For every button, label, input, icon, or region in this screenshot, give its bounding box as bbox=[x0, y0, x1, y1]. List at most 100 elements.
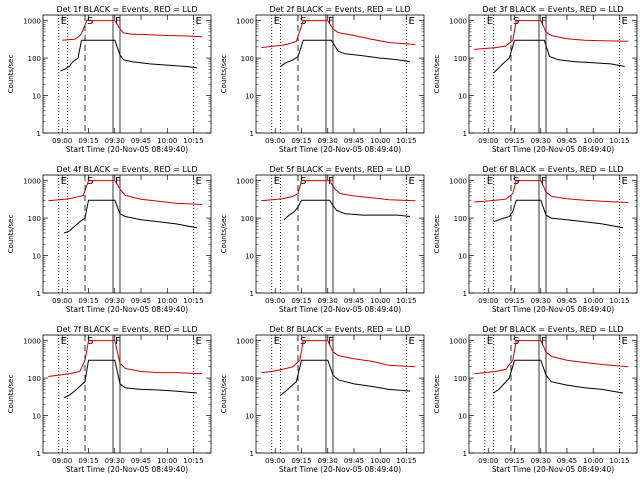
chart-panel-1: Det 1f BLACK = Events, RED = LLD 1 10 100 10… bbox=[7, 5, 212, 154]
chart-title: Det 9f BLACK = Events, RED = LLD bbox=[482, 325, 623, 334]
y-tick-label: 100 bbox=[28, 215, 41, 223]
x-tick-label: 10:00 bbox=[583, 137, 603, 145]
x-tick-label: 09:45 bbox=[131, 457, 151, 465]
x-tick-label: 09:30 bbox=[318, 457, 338, 465]
y-axis-label: Counts/sec bbox=[7, 215, 15, 254]
x-axis-label: Start Time (20-Nov-05 08:49:40) bbox=[492, 305, 614, 314]
chart-panel-3: Det 3f BLACK = Events, RED = LLD 1 10 100 10… bbox=[433, 5, 638, 154]
lld-series-line bbox=[474, 180, 629, 203]
y-tick-label: 1000 bbox=[449, 18, 467, 26]
events-series-line bbox=[280, 359, 411, 396]
marker-label: F bbox=[541, 16, 547, 27]
chart-title: Det 4f BLACK = Events, RED = LLD bbox=[56, 165, 197, 174]
x-axis-label: Start Time (20-Nov-05 08:49:40) bbox=[279, 145, 401, 154]
x-tick-label: 09:15 bbox=[78, 457, 98, 465]
y-tick-label: 1 bbox=[250, 290, 254, 298]
x-axis-label: Start Time (20-Nov-05 08:49:40) bbox=[492, 465, 614, 474]
marker-label: E bbox=[61, 336, 67, 347]
marker-label: E bbox=[274, 176, 280, 187]
marker-label: S bbox=[87, 16, 93, 27]
x-tick-label: 09:45 bbox=[557, 457, 577, 465]
chart-panel-5: Det 5f BLACK = Events, RED = LLD 1 10 100 10… bbox=[220, 165, 425, 314]
x-tick-label: 09:00 bbox=[52, 457, 72, 465]
x-tick-label: 10:15 bbox=[396, 137, 416, 145]
x-tick-label: 09:30 bbox=[105, 137, 125, 145]
lld-series-line bbox=[261, 20, 416, 49]
y-tick-label: 100 bbox=[241, 55, 254, 63]
x-tick-label: 10:00 bbox=[157, 457, 177, 465]
x-tick-label: 09:30 bbox=[531, 137, 551, 145]
x-tick-label: 10:00 bbox=[157, 137, 177, 145]
x-tick-label: 10:15 bbox=[183, 137, 203, 145]
x-tick-label: 10:15 bbox=[396, 297, 416, 305]
y-tick-label: 100 bbox=[241, 215, 254, 223]
events-series-line bbox=[60, 39, 198, 72]
x-tick-label: 09:00 bbox=[52, 297, 72, 305]
chart-title: Det 8f BLACK = Events, RED = LLD bbox=[269, 325, 410, 334]
x-axis-label: Start Time (20-Nov-05 08:49:40) bbox=[279, 465, 401, 474]
y-tick-label: 1000 bbox=[449, 178, 467, 186]
x-tick-label: 09:00 bbox=[265, 297, 285, 305]
y-tick-label: 1000 bbox=[236, 338, 254, 346]
marker-label: S bbox=[87, 336, 93, 347]
marker-label: E bbox=[274, 16, 280, 27]
y-tick-label: 100 bbox=[454, 55, 467, 63]
plot-frame bbox=[42, 14, 212, 134]
marker-label: F bbox=[115, 176, 121, 187]
x-tick-label: 09:00 bbox=[478, 297, 498, 305]
x-tick-label: 09:45 bbox=[557, 297, 577, 305]
y-tick-label: 100 bbox=[241, 375, 254, 383]
lld-series-line bbox=[474, 20, 629, 50]
events-series-line bbox=[493, 39, 625, 74]
x-tick-label: 09:15 bbox=[291, 457, 311, 465]
y-tick-label: 1000 bbox=[236, 18, 254, 26]
lld-series-line bbox=[48, 180, 203, 205]
y-tick-label: 100 bbox=[454, 375, 467, 383]
y-tick-label: 1 bbox=[463, 290, 467, 298]
events-series-line bbox=[63, 359, 198, 399]
y-tick-label: 100 bbox=[28, 55, 41, 63]
x-tick-label: 09:00 bbox=[265, 137, 285, 145]
x-tick-label: 09:00 bbox=[478, 137, 498, 145]
y-tick-label: 1 bbox=[250, 450, 254, 458]
x-tick-label: 09:30 bbox=[318, 137, 338, 145]
x-tick-label: 09:30 bbox=[318, 297, 338, 305]
y-tick-label: 1000 bbox=[23, 338, 41, 346]
plot-frame bbox=[255, 334, 425, 454]
marker-label: E bbox=[622, 16, 628, 27]
x-tick-label: 10:15 bbox=[183, 457, 203, 465]
y-tick-label: 100 bbox=[28, 375, 41, 383]
plot-frame bbox=[255, 14, 425, 134]
plot-frame bbox=[42, 334, 212, 454]
chart-title: Det 1f BLACK = Events, RED = LLD bbox=[56, 5, 197, 14]
x-tick-label: 10:00 bbox=[370, 457, 390, 465]
marker-label: F bbox=[328, 16, 334, 27]
x-tick-label: 10:15 bbox=[609, 457, 629, 465]
x-tick-label: 09:15 bbox=[78, 297, 98, 305]
y-tick-label: 100 bbox=[454, 215, 467, 223]
chart-panel-8: Det 8f BLACK = Events, RED = LLD 1 10 100 10… bbox=[220, 325, 425, 474]
x-tick-label: 09:45 bbox=[131, 297, 151, 305]
x-tick-label: 09:00 bbox=[265, 457, 285, 465]
marker-label: E bbox=[196, 16, 202, 27]
events-series-line bbox=[63, 199, 198, 234]
events-series-line bbox=[280, 39, 411, 67]
marker-label: E bbox=[622, 176, 628, 187]
x-tick-label: 09:45 bbox=[344, 297, 364, 305]
x-axis-label: Start Time (20-Nov-05 08:49:40) bbox=[66, 145, 188, 154]
chart-panel-9: Det 9f BLACK = Events, RED = LLD 1 10 100 10… bbox=[433, 325, 638, 474]
lld-series-line bbox=[48, 340, 203, 377]
x-tick-label: 09:45 bbox=[557, 137, 577, 145]
x-axis-label: Start Time (20-Nov-05 08:49:40) bbox=[66, 465, 188, 474]
lld-series-line bbox=[261, 340, 416, 374]
x-tick-label: 09:15 bbox=[291, 137, 311, 145]
marker-label: F bbox=[541, 176, 547, 187]
x-axis-label: Start Time (20-Nov-05 08:49:40) bbox=[66, 305, 188, 314]
y-axis-label: Counts/sec bbox=[220, 215, 228, 254]
y-axis-label: Counts/sec bbox=[7, 55, 15, 94]
x-tick-label: 09:30 bbox=[531, 457, 551, 465]
y-axis-label: Counts/sec bbox=[433, 55, 441, 94]
x-tick-label: 09:45 bbox=[344, 137, 364, 145]
